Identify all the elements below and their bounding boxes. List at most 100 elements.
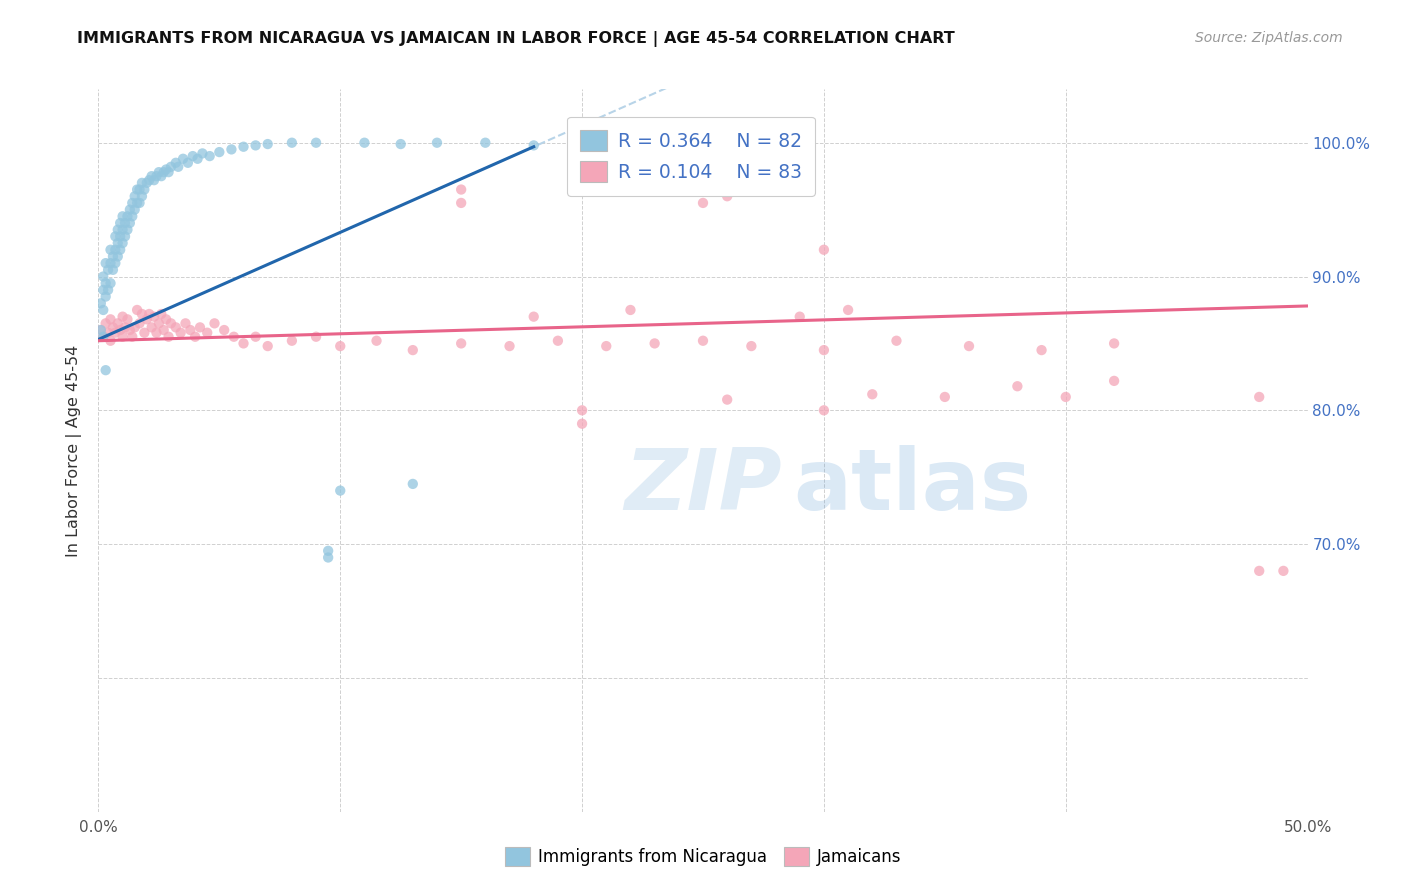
Point <box>208 145 231 159</box>
Point <box>124 202 146 217</box>
Point <box>740 339 762 353</box>
Point <box>837 303 859 318</box>
Point <box>523 138 546 153</box>
Point <box>141 169 163 184</box>
Point <box>644 336 666 351</box>
Point <box>389 136 412 151</box>
Point <box>813 403 835 417</box>
Point <box>886 334 908 348</box>
Point <box>91 330 114 344</box>
Point <box>108 323 131 337</box>
Point <box>402 343 425 358</box>
Point <box>571 149 593 163</box>
Point <box>245 138 267 153</box>
Point <box>692 196 714 211</box>
Point <box>101 320 124 334</box>
Point <box>114 229 136 244</box>
Point <box>145 169 167 184</box>
Point <box>91 269 114 284</box>
Point <box>104 243 127 257</box>
Point <box>150 307 173 321</box>
Point <box>222 330 245 344</box>
Point <box>117 210 139 224</box>
Point <box>232 336 254 351</box>
Point <box>91 330 114 344</box>
Point <box>90 296 112 310</box>
Point <box>474 136 496 150</box>
Text: atlas: atlas <box>793 445 1032 528</box>
Point <box>450 336 472 351</box>
Legend: R = 0.364    N = 82, R = 0.104    N = 83: R = 0.364 N = 82, R = 0.104 N = 83 <box>567 117 815 195</box>
Point <box>107 235 129 250</box>
Point <box>860 387 883 401</box>
Point <box>134 326 156 340</box>
Y-axis label: In Labor Force | Age 45-54: In Labor Force | Age 45-54 <box>66 344 83 557</box>
Point <box>117 223 139 237</box>
Point <box>131 307 153 321</box>
Text: Source: ZipAtlas.com: Source: ZipAtlas.com <box>1195 31 1343 45</box>
Point <box>1054 390 1077 404</box>
Point <box>212 323 235 337</box>
Point <box>155 312 177 326</box>
Point <box>174 317 197 331</box>
Point <box>145 326 167 340</box>
Point <box>152 323 174 337</box>
Point <box>94 256 117 270</box>
Point <box>121 210 143 224</box>
Point <box>111 235 134 250</box>
Point <box>148 165 170 179</box>
Point <box>813 343 835 358</box>
Point <box>121 196 143 211</box>
Point <box>329 483 352 498</box>
Point <box>111 210 134 224</box>
Point <box>127 183 149 197</box>
Point <box>155 162 177 177</box>
Point <box>100 256 122 270</box>
Point <box>595 339 617 353</box>
Point <box>523 310 546 324</box>
Text: IMMIGRANTS FROM NICARAGUA VS JAMAICAN IN LABOR FORCE | AGE 45-54 CORRELATION CHA: IMMIGRANTS FROM NICARAGUA VS JAMAICAN IN… <box>77 31 955 47</box>
Point <box>108 216 131 230</box>
Point <box>1031 343 1053 358</box>
Point <box>221 143 243 157</box>
Point <box>547 334 569 348</box>
Point <box>141 320 163 334</box>
Point <box>104 229 127 244</box>
Point <box>316 550 339 565</box>
Point <box>121 330 143 344</box>
Point <box>104 256 127 270</box>
Point <box>128 196 150 211</box>
Point <box>187 152 209 166</box>
Point <box>114 216 136 230</box>
Point <box>402 477 425 491</box>
Point <box>108 229 131 244</box>
Point <box>100 277 122 291</box>
Point <box>198 149 221 163</box>
Point <box>101 250 124 264</box>
Point <box>305 330 328 344</box>
Point <box>108 243 131 257</box>
Point <box>111 330 134 344</box>
Point <box>107 317 129 331</box>
Point <box>1102 336 1125 351</box>
Point <box>150 169 173 184</box>
Point <box>101 262 124 277</box>
Point <box>160 160 183 174</box>
Point <box>118 323 141 337</box>
Point <box>1007 379 1029 393</box>
Point <box>813 243 835 257</box>
Point <box>179 323 201 337</box>
Point <box>124 189 146 203</box>
Point <box>131 189 153 203</box>
Point <box>195 326 218 340</box>
Point <box>97 283 120 297</box>
Point <box>934 390 956 404</box>
Point <box>94 289 117 303</box>
Point <box>167 160 190 174</box>
Point <box>619 303 641 318</box>
Point <box>256 339 278 353</box>
Point <box>157 165 180 179</box>
Point <box>143 310 166 324</box>
Point <box>127 303 149 318</box>
Point <box>148 317 170 331</box>
